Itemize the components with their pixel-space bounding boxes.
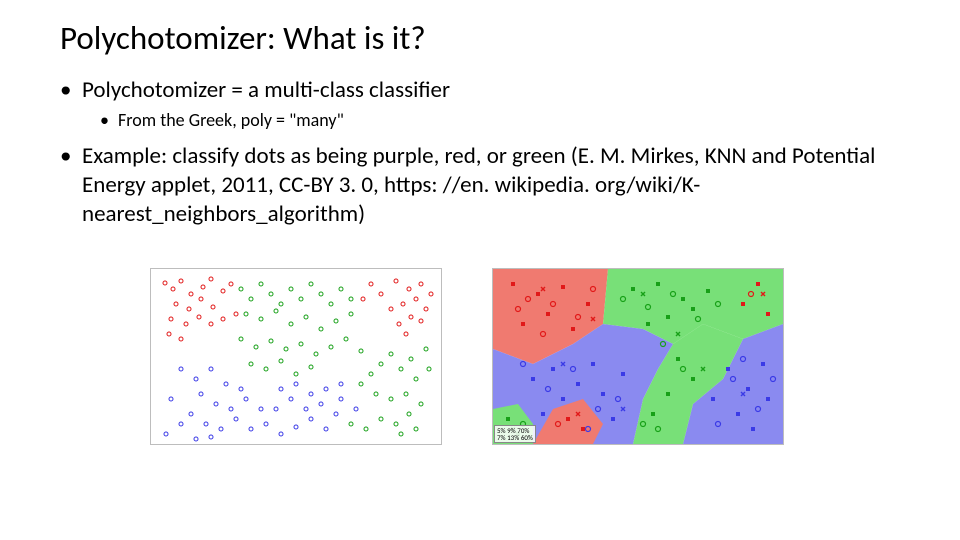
bullet-level2: From the Greek, poly = "many" [100, 109, 960, 132]
plot-legend: 5% 9% 70% 7% 13% 60% [494, 425, 536, 443]
knn-region-plot-right: 5% 9% 70% 7% 13% 60% [492, 268, 784, 445]
slide-title: Polychotomizer: What is it? [60, 18, 960, 58]
figure-row: 5% 9% 70% 7% 13% 60% [150, 268, 960, 445]
bullet-level1: Polychotomizer = a multi-class classifie… [60, 76, 960, 105]
bullet-list: Polychotomizer = a multi-class classifie… [60, 76, 960, 228]
bullet-level1: Example: classify dots as being purple, … [60, 142, 880, 228]
scatter-plot-left [150, 268, 442, 445]
legend-row: 7% 13% 60% [497, 434, 533, 441]
